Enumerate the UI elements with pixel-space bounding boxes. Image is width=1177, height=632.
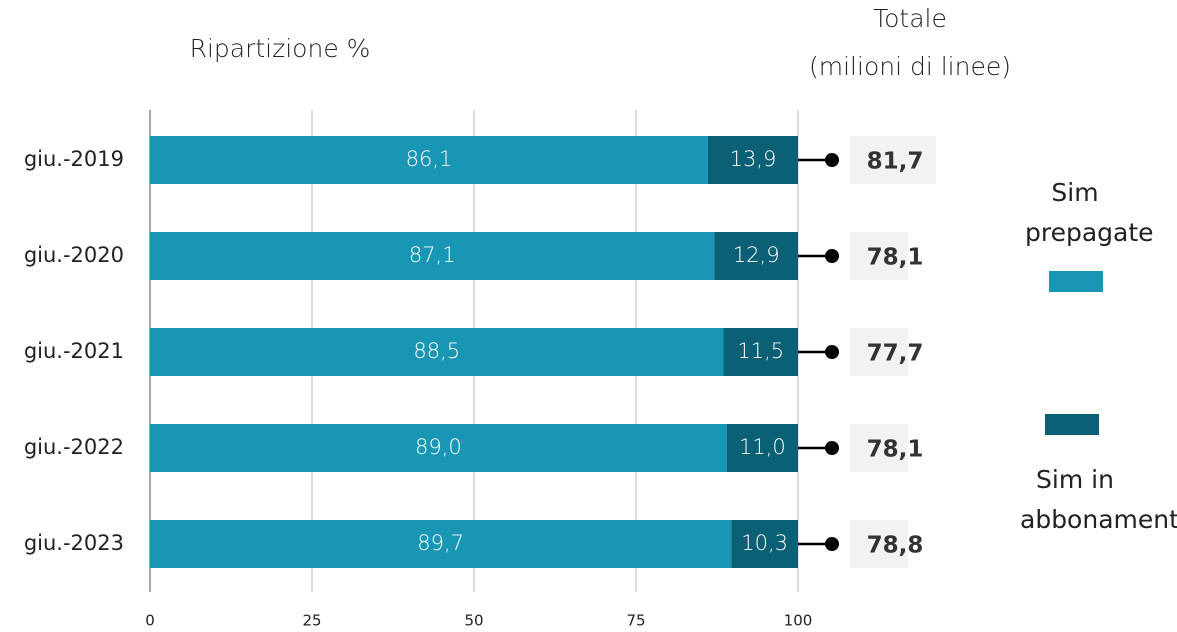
data-label: 87,1 [409, 243, 456, 267]
total-label: 78,8 [867, 533, 924, 559]
totals-title: (milioni di linee) [809, 52, 1011, 81]
y-tick-label: giu.-2022 [24, 435, 124, 459]
total-box [850, 328, 908, 376]
bar-segment [150, 520, 732, 568]
legend-label: Sim in abbonamento [1020, 465, 1177, 534]
legend-swatch [1045, 414, 1099, 435]
bar-segment [150, 232, 715, 280]
connector-dot [825, 153, 839, 167]
total-label: 78,1 [867, 437, 924, 463]
chart-title: Ripartizione % [189, 34, 371, 63]
data-label: 89,0 [415, 435, 462, 459]
totals-title: Totale [873, 4, 947, 33]
data-label: 89,7 [417, 531, 464, 555]
connector-dot [825, 345, 839, 359]
data-label: 88,5 [413, 339, 460, 363]
total-box [850, 232, 908, 280]
y-tick-label: giu.-2019 [24, 147, 124, 171]
x-tick-label: 0 [145, 612, 155, 630]
bar-segment [150, 136, 708, 184]
total-box [850, 136, 936, 184]
x-tick-label: 50 [464, 612, 483, 630]
x-tick-label: 75 [626, 612, 645, 630]
y-tick-label: giu.-2020 [24, 243, 124, 267]
bar-segment [707, 136, 798, 184]
data-label: 11,5 [737, 339, 784, 363]
data-label: 12,9 [733, 243, 780, 267]
total-label: 81,7 [867, 149, 924, 175]
y-tick-label: giu.-2023 [24, 531, 124, 555]
total-label: 78,1 [867, 245, 924, 271]
data-label: 10,3 [741, 531, 788, 555]
data-label: 11,0 [739, 435, 786, 459]
data-label: 86,1 [406, 147, 453, 171]
total-box [850, 424, 908, 472]
total-box [850, 520, 908, 568]
bar-segment [714, 232, 798, 280]
bar-segment [731, 520, 798, 568]
bar-segment [150, 424, 727, 472]
connector-dot [825, 537, 839, 551]
legend-label: Sim prepagate [1025, 178, 1154, 247]
legend-swatch [1049, 271, 1103, 292]
x-tick-label: 25 [302, 612, 321, 630]
connector-dot [825, 441, 839, 455]
connector-dot [825, 249, 839, 263]
x-tick-label: 100 [784, 612, 813, 630]
total-label: 77,7 [867, 341, 924, 367]
data-label: 13,9 [730, 147, 777, 171]
bar-segment [726, 424, 798, 472]
y-tick-label: giu.-2021 [24, 339, 124, 363]
bar-segment [150, 328, 724, 376]
bar-segment [723, 328, 798, 376]
